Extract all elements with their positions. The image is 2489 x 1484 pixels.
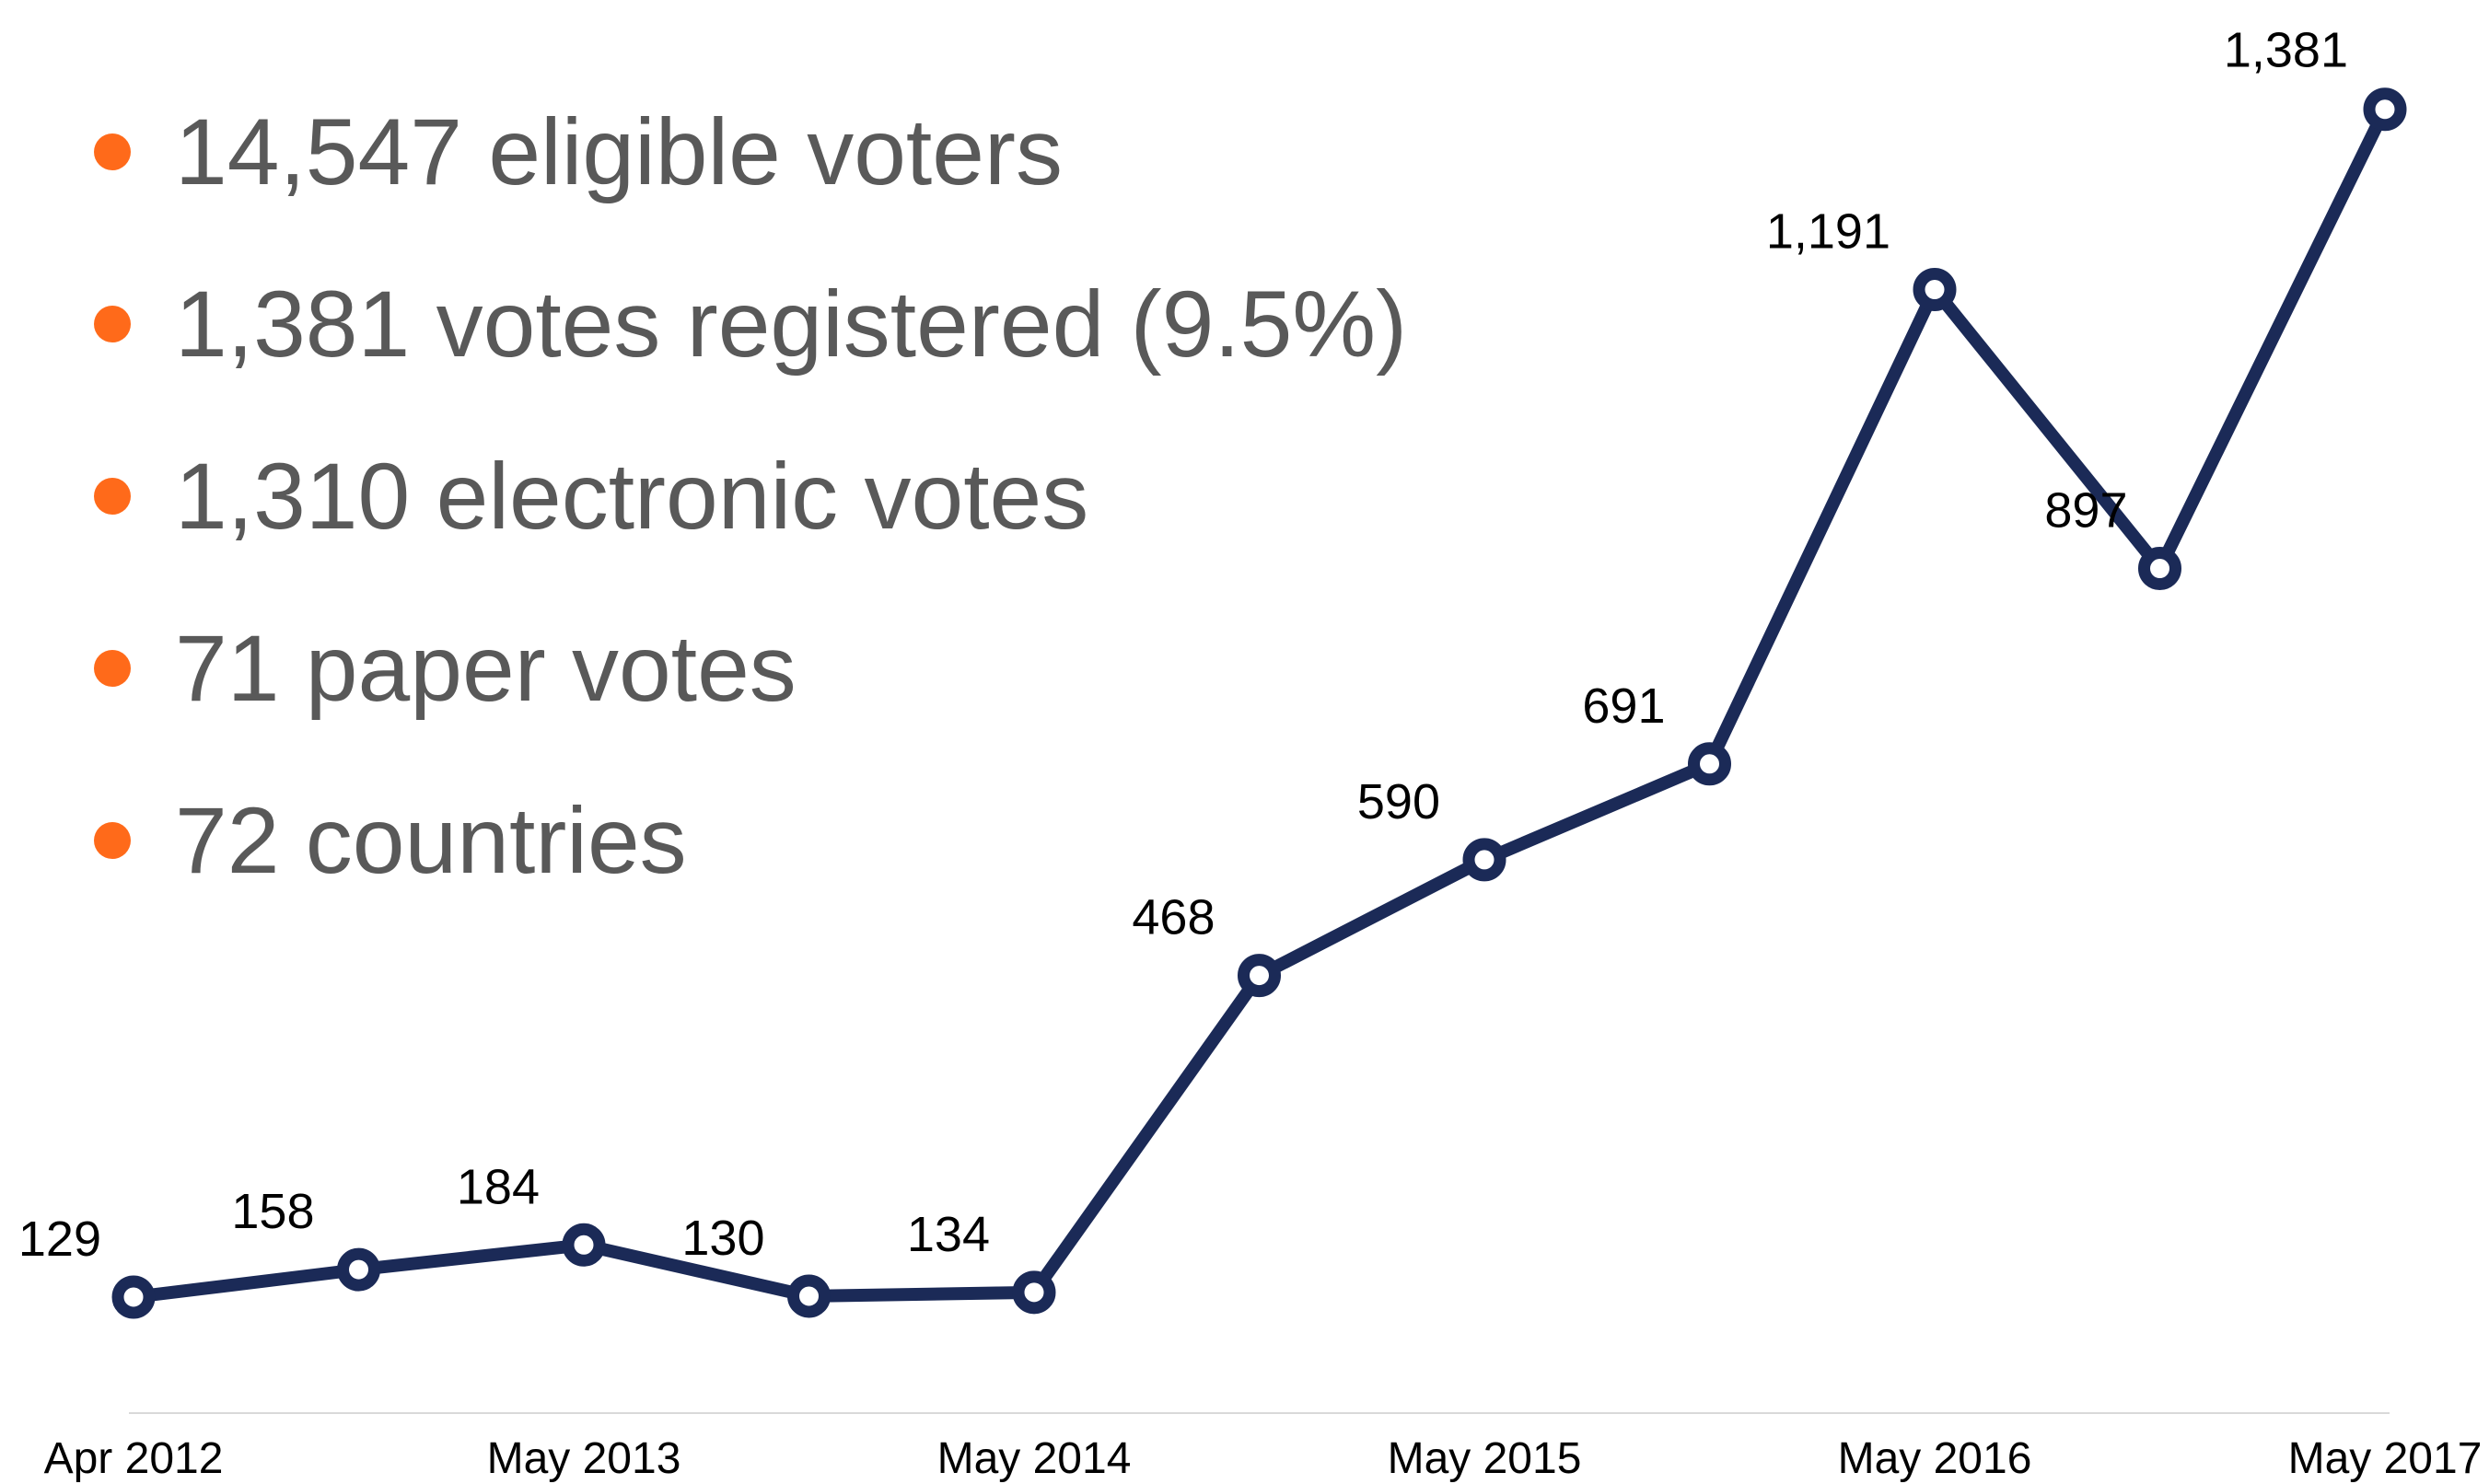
data-label: 1,191	[1766, 204, 1890, 260]
data-point-marker	[1688, 742, 1731, 786]
bullet-dot-icon	[94, 650, 131, 687]
x-tick-label: May 2017	[2288, 1434, 2483, 1483]
bullet-dot-icon	[94, 478, 131, 515]
data-point-marker	[1012, 1270, 1056, 1315]
bullet-dot-icon	[94, 133, 131, 170]
data-label: 468	[1132, 890, 1215, 945]
data-point-marker	[2363, 87, 2407, 132]
data-label: 158	[231, 1184, 314, 1239]
data-label: 590	[1357, 774, 1440, 829]
stat-text: 71 paper votes	[175, 616, 797, 721]
data-point-marker	[562, 1223, 606, 1267]
data-point-marker	[337, 1247, 380, 1292]
x-tick-label: May 2014	[937, 1434, 1132, 1483]
x-tick-label: May 2013	[487, 1434, 681, 1483]
data-label: 129	[18, 1212, 101, 1267]
stat-text: 1,310 electronic votes	[175, 444, 1089, 549]
data-labels-group: 129 158 184 130 134 468 590 691 1,191 897 1,381	[18, 23, 2348, 1267]
data-label: 184	[457, 1159, 540, 1214]
x-tick-labels-group: Apr 2012 May 2013 May 2014 May 2015 May 2016…	[44, 1434, 2483, 1483]
data-label: 897	[2044, 483, 2127, 539]
stat-text: 14,547 eligible voters	[175, 99, 1063, 204]
data-point-marker	[1462, 838, 1506, 882]
series-group	[111, 87, 2407, 1319]
data-point-marker	[2138, 547, 2181, 591]
bullet-dot-icon	[94, 822, 131, 859]
x-tick-label: May 2015	[1388, 1434, 1582, 1483]
stat-text: 1,381 votes registered (9.5%)	[175, 272, 1408, 377]
data-point-marker	[1238, 954, 1281, 998]
data-label: 134	[907, 1207, 990, 1262]
data-label: 130	[681, 1211, 764, 1266]
data-point-marker	[1913, 268, 1957, 312]
bullet-dot-icon	[94, 306, 131, 342]
data-point-marker	[111, 1275, 156, 1319]
data-label: 691	[1582, 678, 1665, 734]
stat-text: 72 countries	[175, 788, 687, 893]
data-label: 1,381	[2224, 23, 2348, 78]
x-tick-label: May 2016	[1838, 1434, 2032, 1483]
x-tick-label: Apr 2012	[44, 1434, 224, 1483]
data-point-marker	[787, 1274, 831, 1318]
